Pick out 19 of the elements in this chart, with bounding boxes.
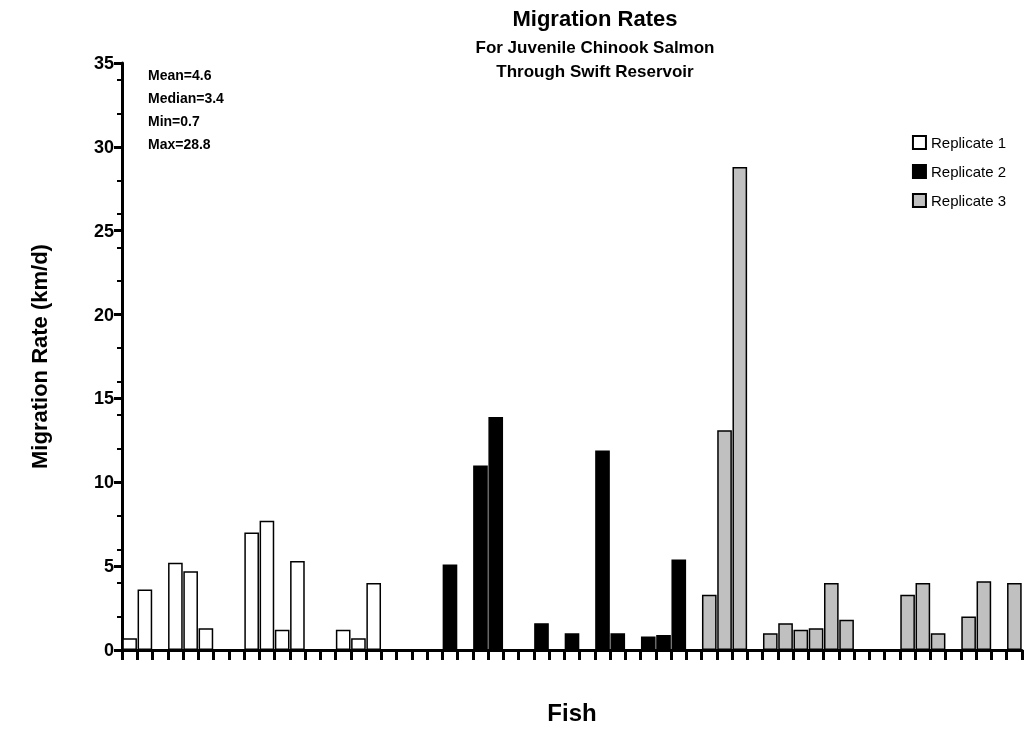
- legend-label: Replicate 1: [930, 134, 1006, 151]
- legend-label: Replicate 2: [930, 163, 1006, 180]
- legend-label: Replicate 3: [930, 192, 1006, 209]
- annotation: Mean=4.6: [148, 67, 212, 83]
- y-tick-label: 5: [103, 556, 114, 577]
- chart-subtitle: For Juvenile Chinook Salmon Through Swift Reservoir: [475, 37, 715, 81]
- y-tick-label: 15: [93, 388, 114, 409]
- annotation: Median=3.4: [148, 90, 225, 106]
- y-tick-label: 25: [93, 220, 114, 241]
- y-tick-label: 30: [93, 136, 114, 157]
- y-tick-label: 10: [93, 472, 114, 493]
- annotation: Min=0.7: [148, 113, 200, 129]
- y-tick-label: 35: [93, 53, 114, 73]
- x-axis-title: Fish: [547, 698, 597, 726]
- y-tick-label: 20: [93, 304, 114, 325]
- y-tick-label: 0: [103, 640, 114, 660]
- y-axis-title: Migration Rate (km/d): [26, 244, 52, 469]
- chart-title: Migration Rates: [512, 5, 678, 31]
- annotation: Max=28.8: [148, 136, 211, 152]
